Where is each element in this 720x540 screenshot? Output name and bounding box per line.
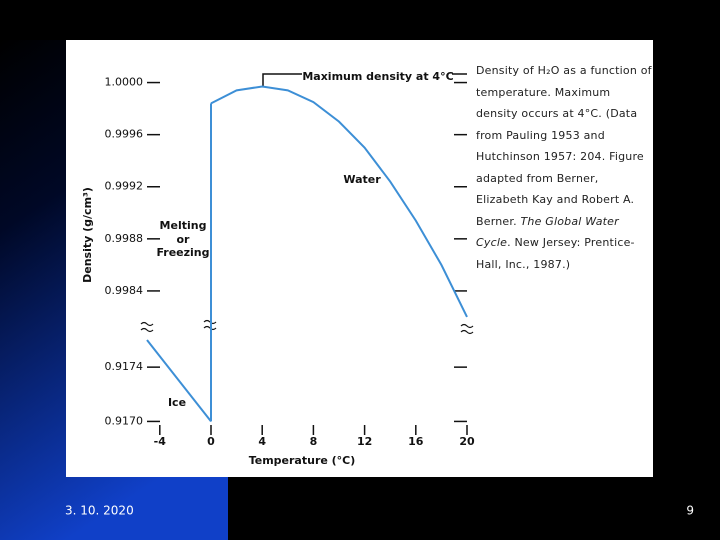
y-tick-label: 0.9174 (105, 360, 144, 373)
x-tick-label: 20 (459, 435, 475, 448)
y-axis-label: Density (g/cm³) (81, 187, 94, 283)
ice-label: Ice (168, 396, 186, 409)
y-tick-label: 0.9988 (105, 232, 144, 245)
y-tick-label: 0.9992 (105, 180, 144, 193)
series-line (146, 339, 212, 423)
x-tick-label: 12 (357, 435, 372, 448)
x-tick-label: -4 (154, 435, 167, 448)
phase-label: or (177, 233, 191, 246)
caption-text: . New Jersey: Prentice-Hall, Inc., 1987.… (476, 236, 635, 271)
y-tick-label: 1.0000 (105, 76, 144, 89)
phase-label: Melting (160, 219, 207, 232)
x-tick-label: 4 (258, 435, 266, 448)
page-number: 9 (686, 504, 694, 518)
annotation: Maximum density at 4°C (302, 70, 453, 83)
caption-text: Density of H₂O as a function of temperat… (476, 64, 652, 228)
x-tick-label: 16 (408, 435, 424, 448)
series-line (210, 85, 468, 318)
figure-panel (66, 40, 653, 477)
x-axis-label: Temperature (°C) (249, 454, 356, 467)
book-title: The Global Water Cycle (476, 214, 619, 250)
caption: Density of H₂O as a function of temperat… (476, 60, 652, 275)
phase-label: Freezing (156, 246, 209, 259)
y-tick-label: 0.9996 (105, 128, 144, 141)
x-tick-label: 8 (310, 435, 318, 448)
annotation-leader (262, 73, 467, 86)
y-tick-label: 0.9170 (105, 414, 144, 427)
water-label: Water (343, 173, 381, 186)
x-tick-label: 0 (207, 435, 215, 448)
y-tick-label: 0.9984 (105, 284, 144, 297)
slide-date: 3. 10. 2020 (65, 504, 134, 518)
